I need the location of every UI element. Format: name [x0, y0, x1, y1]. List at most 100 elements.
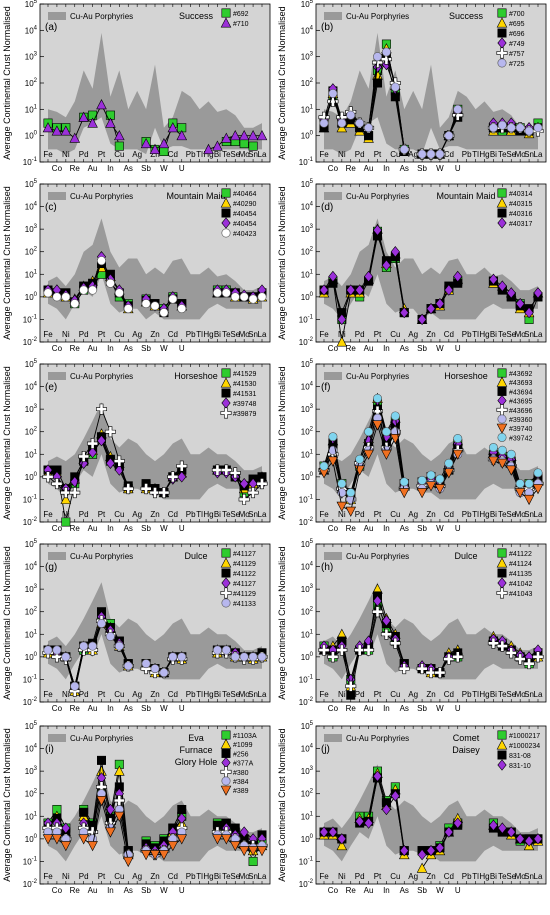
x-element-label: La — [534, 510, 543, 519]
x-element-label: Cd — [168, 690, 178, 699]
x-element-label: Cu — [114, 150, 124, 159]
x-element-label: In — [107, 704, 114, 713]
data-point — [159, 308, 169, 318]
x-element-label: Re — [346, 704, 357, 713]
data-point — [506, 123, 516, 133]
y-tick-label: 10-1 — [23, 314, 38, 324]
data-point — [221, 834, 232, 845]
x-element-label: La — [258, 150, 267, 159]
x-element-label: Re — [346, 886, 357, 895]
series-39740 — [318, 420, 544, 517]
data-point — [60, 493, 72, 504]
x-element-label: Au — [364, 524, 374, 533]
data-point — [417, 313, 427, 326]
x-element-label: U — [179, 344, 185, 353]
data-point — [533, 468, 543, 478]
data-point — [488, 273, 499, 285]
series-831-10 — [319, 770, 543, 861]
legend-band-swatch — [48, 552, 66, 560]
x-element-label: Pb — [186, 872, 196, 881]
data-point — [319, 461, 329, 471]
data-point — [319, 284, 329, 296]
data-point — [123, 661, 133, 671]
y-tick-label: 103 — [301, 766, 314, 776]
x-element-label: Pt — [374, 872, 382, 881]
legend-band-label: Cu-Au Porphyries — [346, 12, 409, 21]
x-element-label: Pt — [374, 150, 382, 159]
x-element-label: As — [400, 524, 409, 533]
x-element-label: Pd — [79, 690, 89, 699]
data-point — [149, 143, 161, 154]
y-tick-label: 102 — [25, 427, 38, 437]
x-element-label: In — [383, 886, 390, 895]
legend-marker — [220, 377, 232, 388]
x-element-label: W — [436, 524, 444, 533]
panel-label: (e) — [45, 382, 57, 393]
data-point — [79, 807, 89, 817]
x-element-label: U — [455, 344, 461, 353]
data-point — [88, 285, 98, 295]
legend-marker — [497, 208, 507, 218]
legend-entry: #39740 — [509, 426, 532, 433]
x-element-label: Se — [506, 150, 516, 159]
data-point — [318, 644, 330, 656]
legend-band-label: Cu-Au Porphyries — [70, 734, 133, 743]
data-point — [248, 141, 258, 151]
x-element-label: Ni — [338, 872, 346, 881]
y-tick-label: 105 — [301, 0, 314, 9]
data-point — [389, 637, 401, 649]
legend-marker — [496, 739, 508, 750]
x-element-label: Tl — [196, 330, 203, 339]
data-point — [158, 850, 170, 861]
legend-band-swatch — [324, 12, 342, 20]
x-element-label: Pt — [374, 330, 382, 339]
x-element-label: Pt — [98, 150, 106, 159]
x-element-label: U — [455, 524, 461, 533]
x-element-label: Bi — [490, 510, 497, 519]
x-element-label: Se — [230, 150, 240, 159]
data-point — [372, 420, 383, 431]
data-point — [345, 506, 357, 517]
data-point — [51, 834, 63, 845]
x-element-label: Ag — [408, 510, 418, 519]
x-element-label: Pd — [355, 150, 365, 159]
data-point — [105, 631, 115, 641]
data-point — [97, 256, 107, 266]
x-element-label: Sn — [248, 330, 258, 339]
y-tick-label: 10-2 — [23, 879, 38, 889]
legend-band-swatch — [48, 12, 66, 20]
data-point — [43, 645, 53, 655]
data-point — [524, 835, 534, 847]
legend-marker — [220, 785, 232, 796]
data-point — [248, 652, 258, 662]
x-element-label: Cd — [444, 150, 454, 159]
data-point — [444, 458, 454, 468]
y-tick-label: 104 — [25, 382, 38, 392]
x-element-label: Cu — [390, 872, 400, 881]
legend-entry: 831-08 — [509, 753, 531, 760]
legend-marker — [496, 587, 508, 599]
legend-marker — [221, 730, 231, 740]
x-element-label: Sb — [141, 704, 151, 713]
data-point — [319, 118, 329, 128]
x-element-label: Hg — [479, 510, 489, 519]
legend-entry: 831-10 — [509, 763, 531, 770]
x-element-label: Mo — [239, 510, 251, 519]
data-point — [497, 458, 508, 469]
x-element-label: Au — [364, 886, 374, 895]
x-element-label: Pt — [98, 872, 106, 881]
data-point — [355, 815, 365, 827]
x-element-label: Re — [346, 344, 357, 353]
porphyry-range-band — [324, 218, 538, 320]
x-element-label: Ag — [408, 872, 418, 881]
data-point — [346, 690, 356, 700]
x-element-label: La — [534, 872, 543, 881]
series-40317 — [319, 224, 543, 326]
x-element-label: Fe — [43, 872, 53, 881]
data-point — [238, 130, 250, 141]
porphyry-range-band — [48, 32, 262, 155]
data-point — [327, 456, 339, 467]
legend-entry: #725 — [509, 61, 525, 68]
